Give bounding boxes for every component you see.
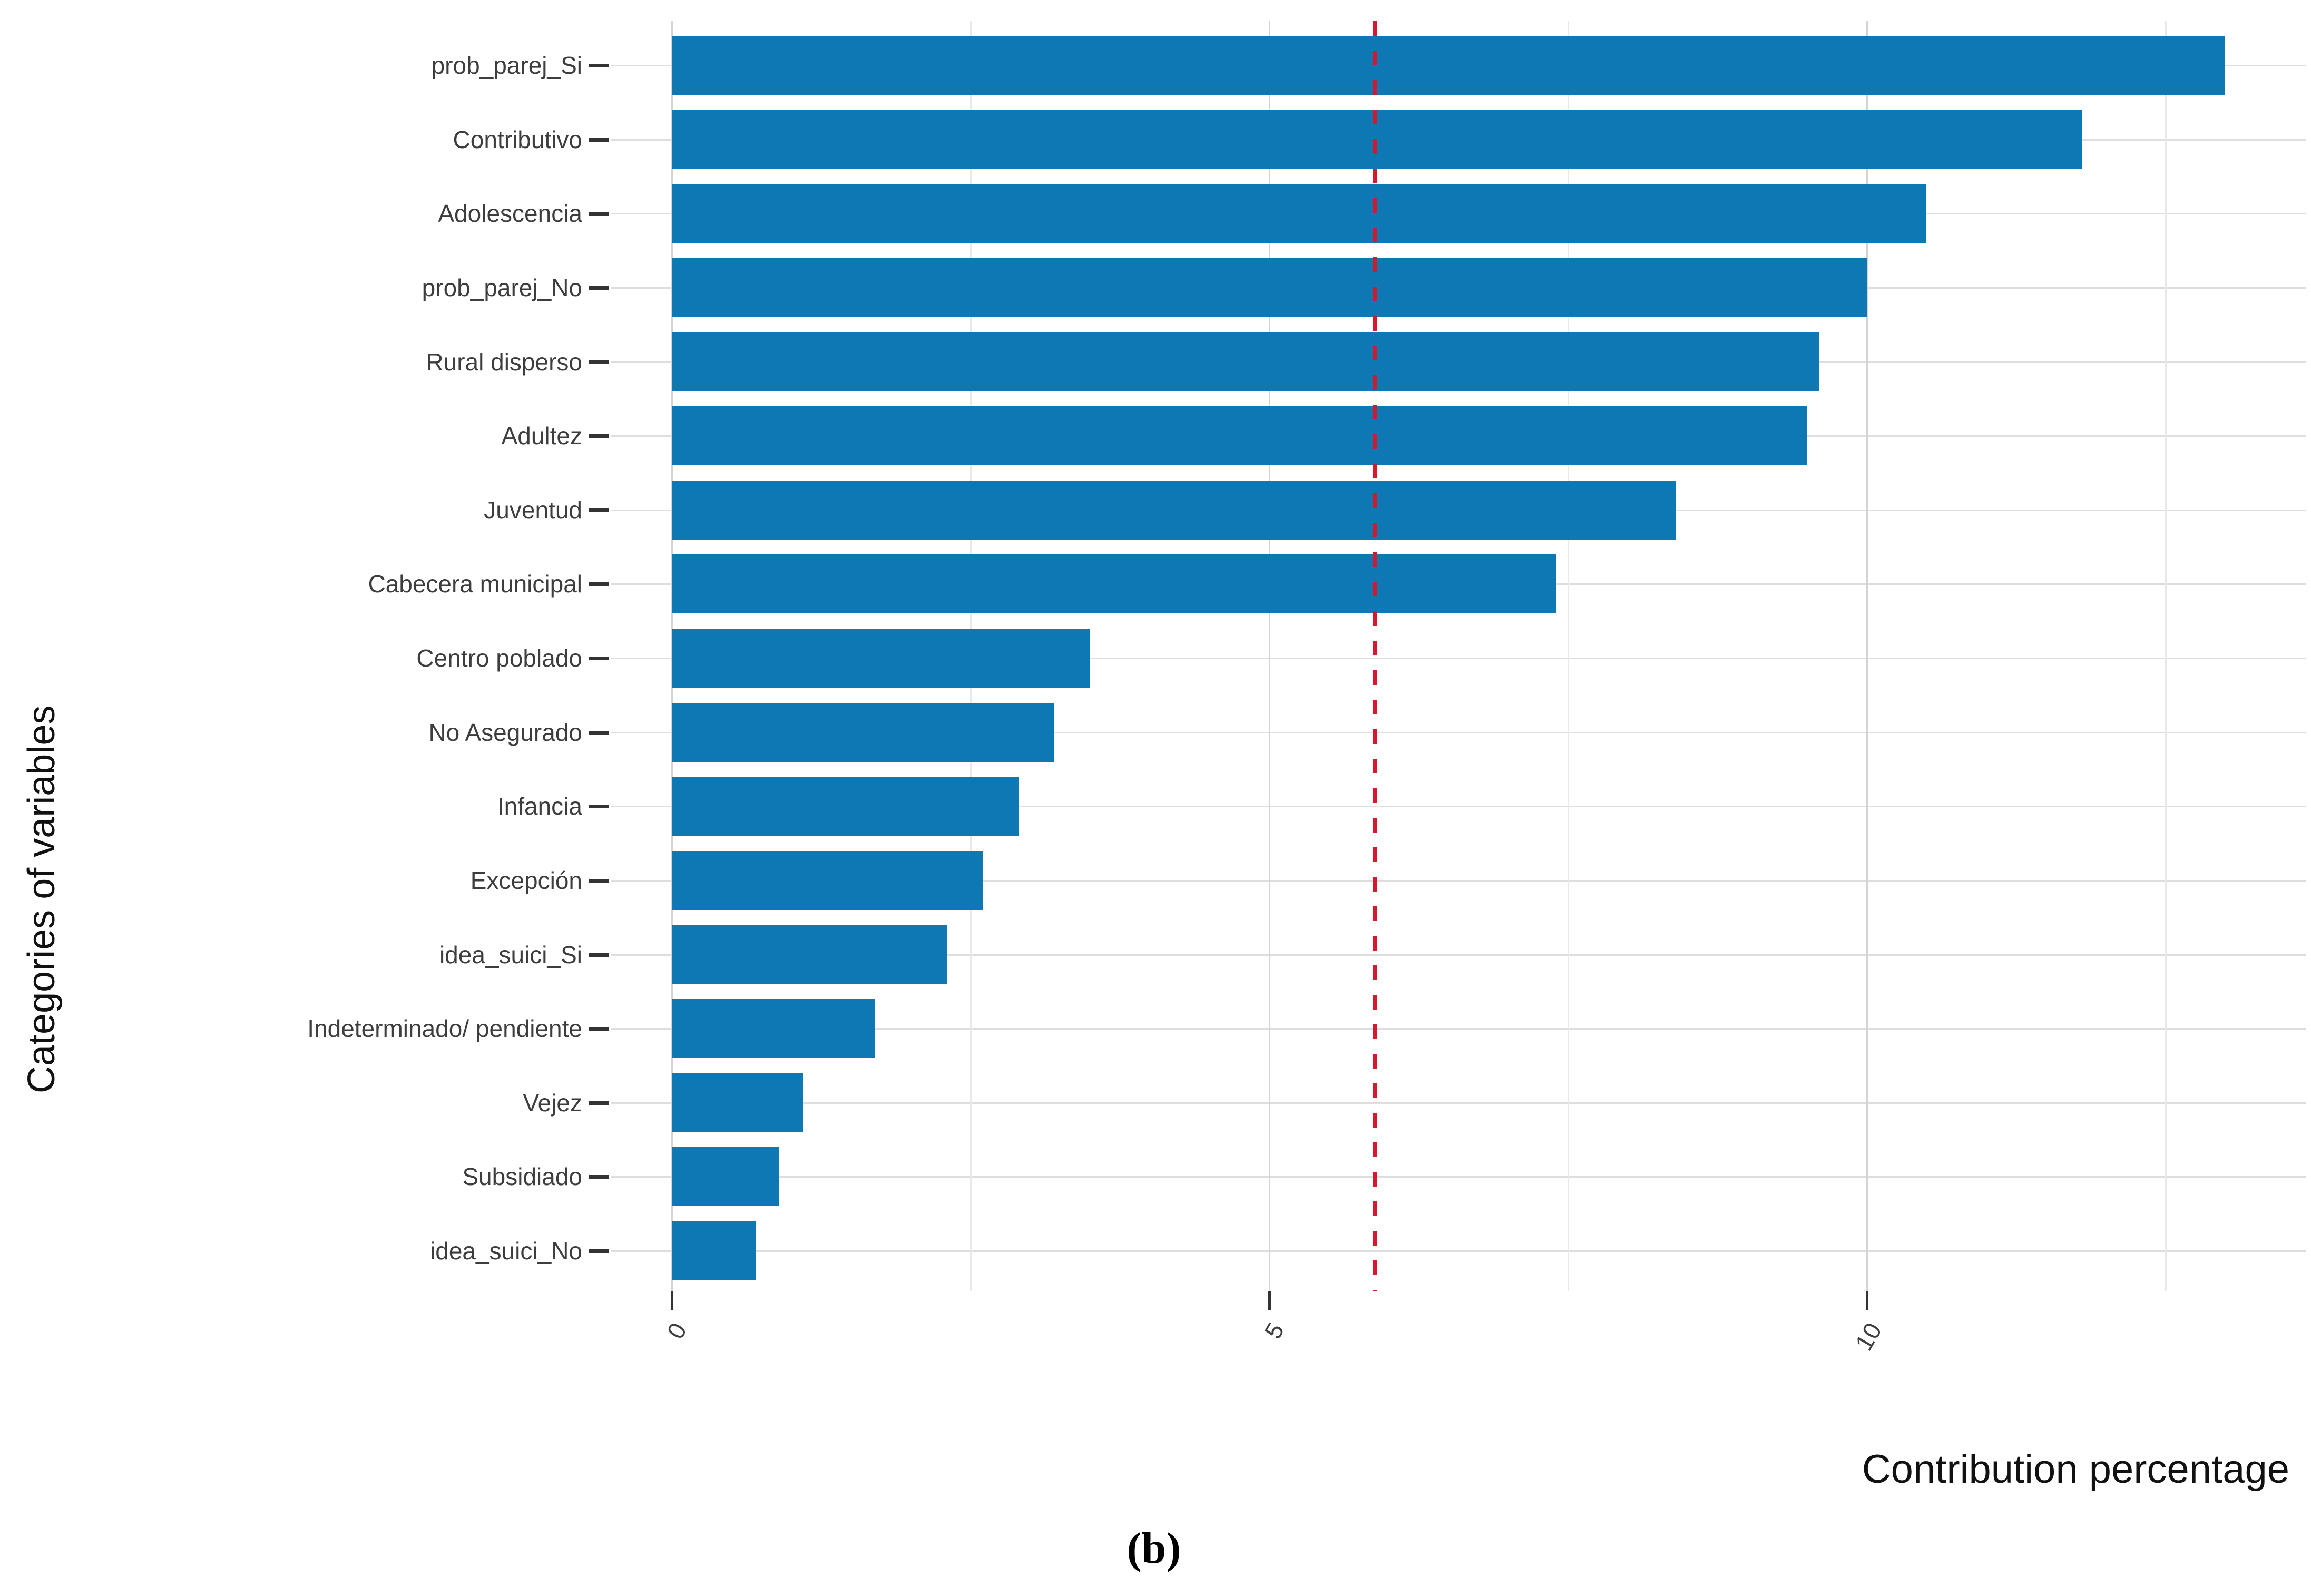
y-axis-tick [589,582,609,586]
bar [672,110,2082,169]
y-axis-tick [589,657,609,660]
y-axis-tick [589,286,609,290]
bar [672,629,1090,688]
bar [672,850,983,910]
bar [672,332,1819,391]
x-tick-label: 0 [661,1318,692,1344]
reference-line [1372,21,1377,1291]
horizontal-gridline [611,879,2306,882]
x-tick-label: 5 [1259,1318,1290,1344]
x-axis-title: Contribution percentage [1862,1447,2289,1492]
bar [672,1147,780,1207]
category-label: Infancia [497,792,582,820]
bar [672,702,1054,762]
major-gridline [1866,21,1868,1291]
y-axis-tick [589,878,609,883]
horizontal-gridline [611,1250,2306,1252]
category-label: Rural disperso [426,348,582,376]
y-axis-tick [589,138,609,142]
y-axis-tick [589,508,609,512]
minor-gridline [2165,21,2167,1291]
x-axis-tick [1268,1291,1271,1310]
y-axis-tick [589,1027,609,1031]
bar [672,1221,756,1280]
bar [672,406,1807,466]
category-label: No Asegurado [428,718,582,746]
x-axis-tick [1866,1291,1868,1310]
category-label: Centro poblado [416,644,582,672]
category-label: Adultez [501,422,582,450]
category-label: prob_parej_No [422,273,582,301]
y-axis-tick [589,1101,609,1105]
category-label: idea_suici_Si [439,941,582,968]
category-label: idea_suici_No [430,1237,582,1265]
category-label: Indeterminado/ pendiente [307,1015,582,1043]
bar [672,777,1019,836]
horizontal-gridline [611,806,2306,808]
horizontal-gridline [611,1028,2306,1030]
bar [672,1073,804,1132]
bar [672,184,1927,243]
y-axis-tick [589,1249,609,1253]
category-label: prob_parej_Si [431,52,582,79]
minor-gridline [1568,21,1569,1291]
y-axis-tick [589,730,609,735]
category-label: Subsidiado [462,1163,582,1191]
horizontal-gridline [611,1102,2306,1104]
x-tick-label: 10 [1849,1318,1887,1355]
figure-caption: (b) [1127,1524,1181,1573]
y-axis-tick [589,360,609,364]
category-label: Juventud [484,496,582,524]
y-axis-tick [589,805,609,809]
category-label: Cabecera municipal [368,570,582,598]
category-label: Adolescencia [438,200,582,228]
bar [672,258,1867,317]
horizontal-gridline [611,731,2306,733]
y-axis-tick [589,953,609,957]
y-axis-tick [589,1175,609,1179]
category-label: Contributivo [453,125,582,153]
horizontal-gridline [611,1176,2306,1178]
major-gridline [1269,21,1270,1291]
x-axis-tick [671,1291,673,1310]
y-axis-tick [589,212,609,216]
category-label: Excepción [470,866,582,894]
y-axis-tick [589,434,609,438]
bar [672,36,2226,95]
horizontal-gridline [611,658,2306,659]
category-label: Vejez [523,1089,582,1117]
bar [672,999,875,1059]
bar [672,480,1676,540]
bar [672,554,1556,614]
y-axis-tick [589,64,609,67]
bar [672,925,947,984]
horizontal-gridline [611,954,2306,956]
